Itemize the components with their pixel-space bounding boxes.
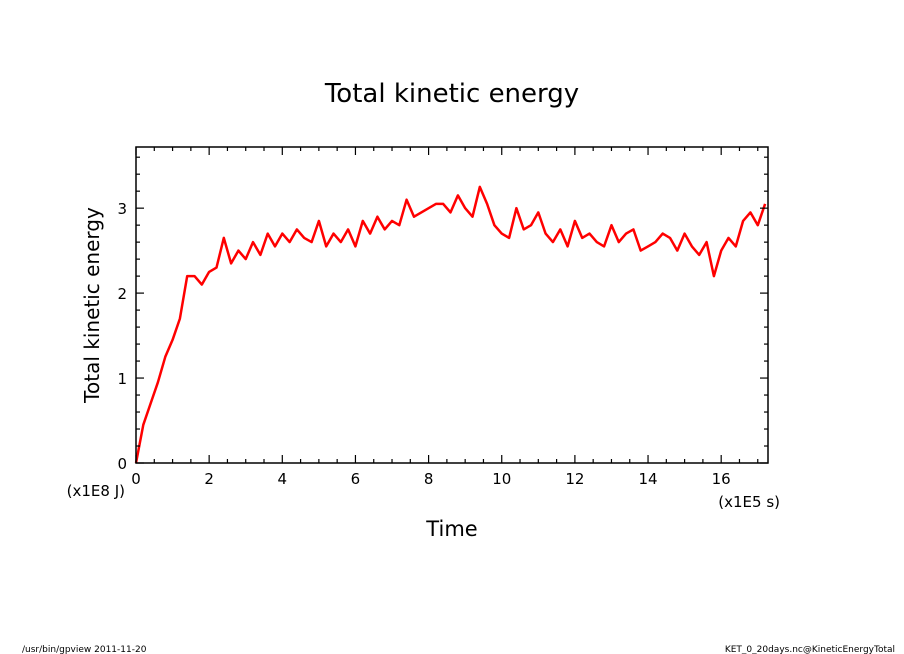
x-tick-label: 0 [131, 470, 141, 488]
x-tick-label: 12 [565, 470, 584, 488]
y-tick-label: 2 [117, 285, 127, 303]
series-line-0 [134, 185, 767, 464]
chart-title: Total kinetic energy [324, 79, 579, 109]
x-tick-label: 10 [492, 470, 511, 488]
x-tick-label: 2 [204, 470, 214, 488]
y-tick-label: 3 [117, 200, 127, 218]
x-unit-label: (x1E5 s) [718, 493, 780, 511]
x-tick-label: 16 [712, 470, 731, 488]
y-unit-label: (x1E8 J) [67, 482, 125, 500]
footer-left: /usr/bin/gpview 2011-11-20 [22, 645, 147, 654]
plot-frame [135, 146, 769, 464]
footer-right: KET_0_20days.nc@KineticEnergyTotal [725, 645, 895, 654]
y-axis-label: Total kinetic energy [80, 207, 104, 404]
x-tick-label: 14 [638, 470, 657, 488]
x-tick-label: 4 [278, 470, 288, 488]
y-tick-label: 1 [117, 370, 127, 388]
x-tick-label: 8 [424, 470, 434, 488]
y-tick-label: 0 [117, 455, 127, 473]
x-tick-label: 6 [351, 470, 361, 488]
x-axis-label: Time [425, 517, 477, 541]
series-layer [134, 185, 767, 464]
